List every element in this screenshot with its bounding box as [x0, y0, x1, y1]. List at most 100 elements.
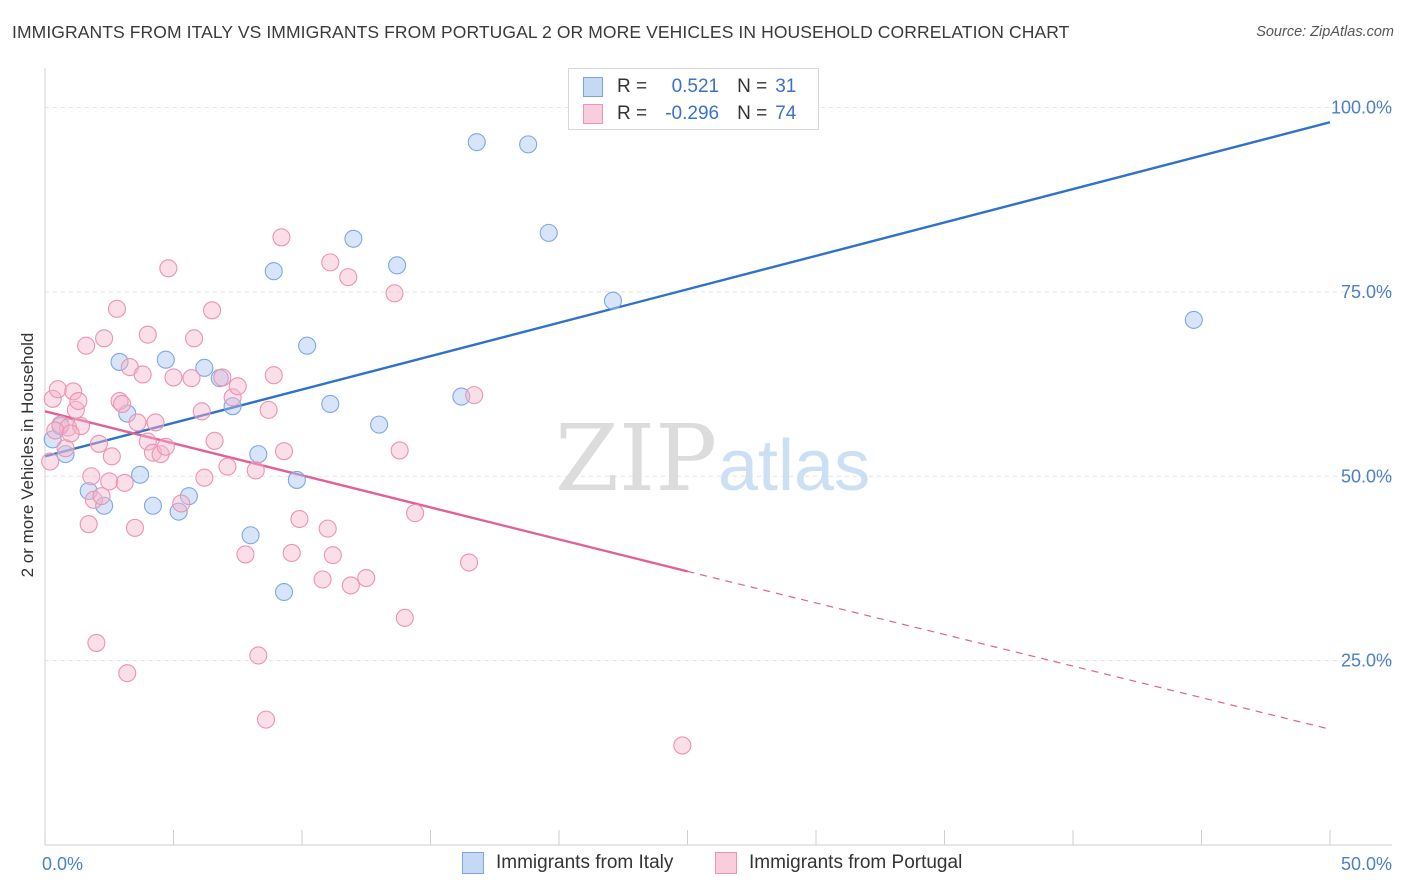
portugal-point: [77, 336, 96, 355]
portugal-n-value: 74: [775, 103, 797, 124]
portugal-point: [48, 380, 67, 399]
portugal-point: [159, 259, 178, 278]
portugal-point: [673, 736, 692, 755]
portugal-point: [282, 543, 301, 563]
portugal-point: [87, 633, 106, 652]
portugal-point: [69, 391, 88, 411]
portugal-point: [341, 576, 360, 595]
portugal-point: [113, 394, 132, 414]
italy-point: [179, 487, 198, 506]
portugal-point: [465, 386, 484, 405]
portugal-point: [272, 228, 291, 247]
portugal-point: [89, 434, 109, 453]
portugal-point: [182, 369, 201, 388]
italy-r-label: R =: [617, 76, 648, 97]
portugal-point: [385, 284, 404, 303]
portugal-point: [406, 504, 425, 523]
portugal-point: [41, 452, 60, 471]
watermark-atlas: atlas: [718, 426, 870, 506]
watermark-zip: ZIP: [555, 405, 717, 512]
portugal-point: [223, 388, 242, 407]
italy-swatch: [583, 77, 603, 97]
portugal-point: [395, 608, 414, 627]
italy-point: [298, 336, 317, 355]
italy-point: [143, 496, 162, 515]
italy-point: [241, 526, 260, 545]
italy-point: [603, 291, 623, 310]
portugal-point: [82, 467, 101, 486]
italy-n-value: 31: [775, 76, 797, 97]
portugal-point: [118, 664, 137, 683]
portugal-point: [185, 329, 204, 348]
gridlines: [45, 107, 1392, 662]
portugal-legend-swatch: [715, 852, 737, 874]
chart-title: IMMIGRANTS FROM ITALY VS IMMIGRANTS FROM…: [12, 22, 1070, 42]
italy-point: [274, 582, 294, 602]
italy-point: [370, 415, 389, 434]
tick-labels: 25.0% 50.0% 75.0% 100.0% 0.0% 50.0%: [42, 98, 1392, 875]
italy-point: [287, 470, 306, 489]
portugal-point: [110, 391, 129, 411]
italy-point: [131, 465, 150, 484]
portugal-point: [256, 710, 276, 729]
bottom-legend-portugal: Immigrants from Portugal: [715, 852, 962, 874]
portugal-point: [236, 545, 255, 564]
data-points: [41, 133, 1203, 755]
portugal-point: [459, 553, 479, 572]
portugal-point: [318, 519, 337, 538]
portugal-point: [218, 457, 237, 476]
portugal-point: [195, 468, 214, 487]
italy-legend-swatch: [462, 852, 484, 874]
portugal-point: [71, 417, 91, 436]
portugal-point: [172, 494, 191, 513]
x-tick-label: 50.0%: [1341, 854, 1392, 874]
portugal-point: [357, 568, 376, 588]
portugal-point: [274, 442, 294, 461]
correlation-legend: R = 0.521 N = 31 R = -0.296 N = 74: [568, 68, 819, 130]
italy-legend-label: Immigrants from Italy: [496, 852, 674, 873]
portugal-point: [107, 299, 127, 318]
portugal-point: [339, 268, 358, 287]
portugal-point: [125, 518, 144, 537]
italy-point: [539, 223, 558, 242]
y-tick-label: 75.0%: [1341, 282, 1392, 302]
portugal-point: [264, 366, 283, 385]
y-tick-label: 100.0%: [1331, 98, 1392, 118]
italy-point: [519, 135, 538, 154]
portugal-point: [321, 253, 340, 272]
portugal-point: [164, 368, 183, 387]
portugal-point: [323, 546, 342, 565]
portugal-point: [205, 431, 224, 450]
italy-point: [110, 352, 129, 371]
y-tick-label: 25.0%: [1341, 651, 1392, 671]
italy-point: [264, 262, 283, 281]
italy-point: [156, 350, 175, 369]
portugal-point: [249, 646, 268, 665]
portugal-point: [146, 413, 165, 432]
portugal-point: [43, 389, 62, 408]
italy-n-label: N =: [737, 76, 768, 97]
italy-point: [344, 229, 363, 248]
portugal-n-label: N =: [737, 103, 768, 124]
portugal-point: [64, 382, 83, 401]
italy-point: [321, 394, 340, 414]
italy-trend-line: [44, 121, 1331, 458]
italy-point: [388, 256, 407, 275]
portugal-swatch: [583, 104, 603, 124]
portugal-point: [102, 447, 121, 466]
portugal-point: [192, 402, 211, 421]
portugal-point: [228, 377, 247, 396]
portugal-point: [100, 472, 119, 491]
bottom-legend-italy: Immigrants from Italy: [462, 852, 673, 874]
legend-row-italy: R = 0.521 N = 31: [583, 74, 796, 100]
portugal-point: [259, 400, 278, 419]
portugal-point: [156, 437, 175, 456]
portugal-point: [313, 570, 332, 589]
source-credit: Source: ZipAtlas.com: [1256, 24, 1394, 40]
italy-point: [249, 445, 268, 464]
portugal-point: [115, 473, 134, 492]
italy-point: [195, 358, 214, 377]
portugal-point: [290, 509, 309, 529]
italy-point: [56, 445, 75, 464]
